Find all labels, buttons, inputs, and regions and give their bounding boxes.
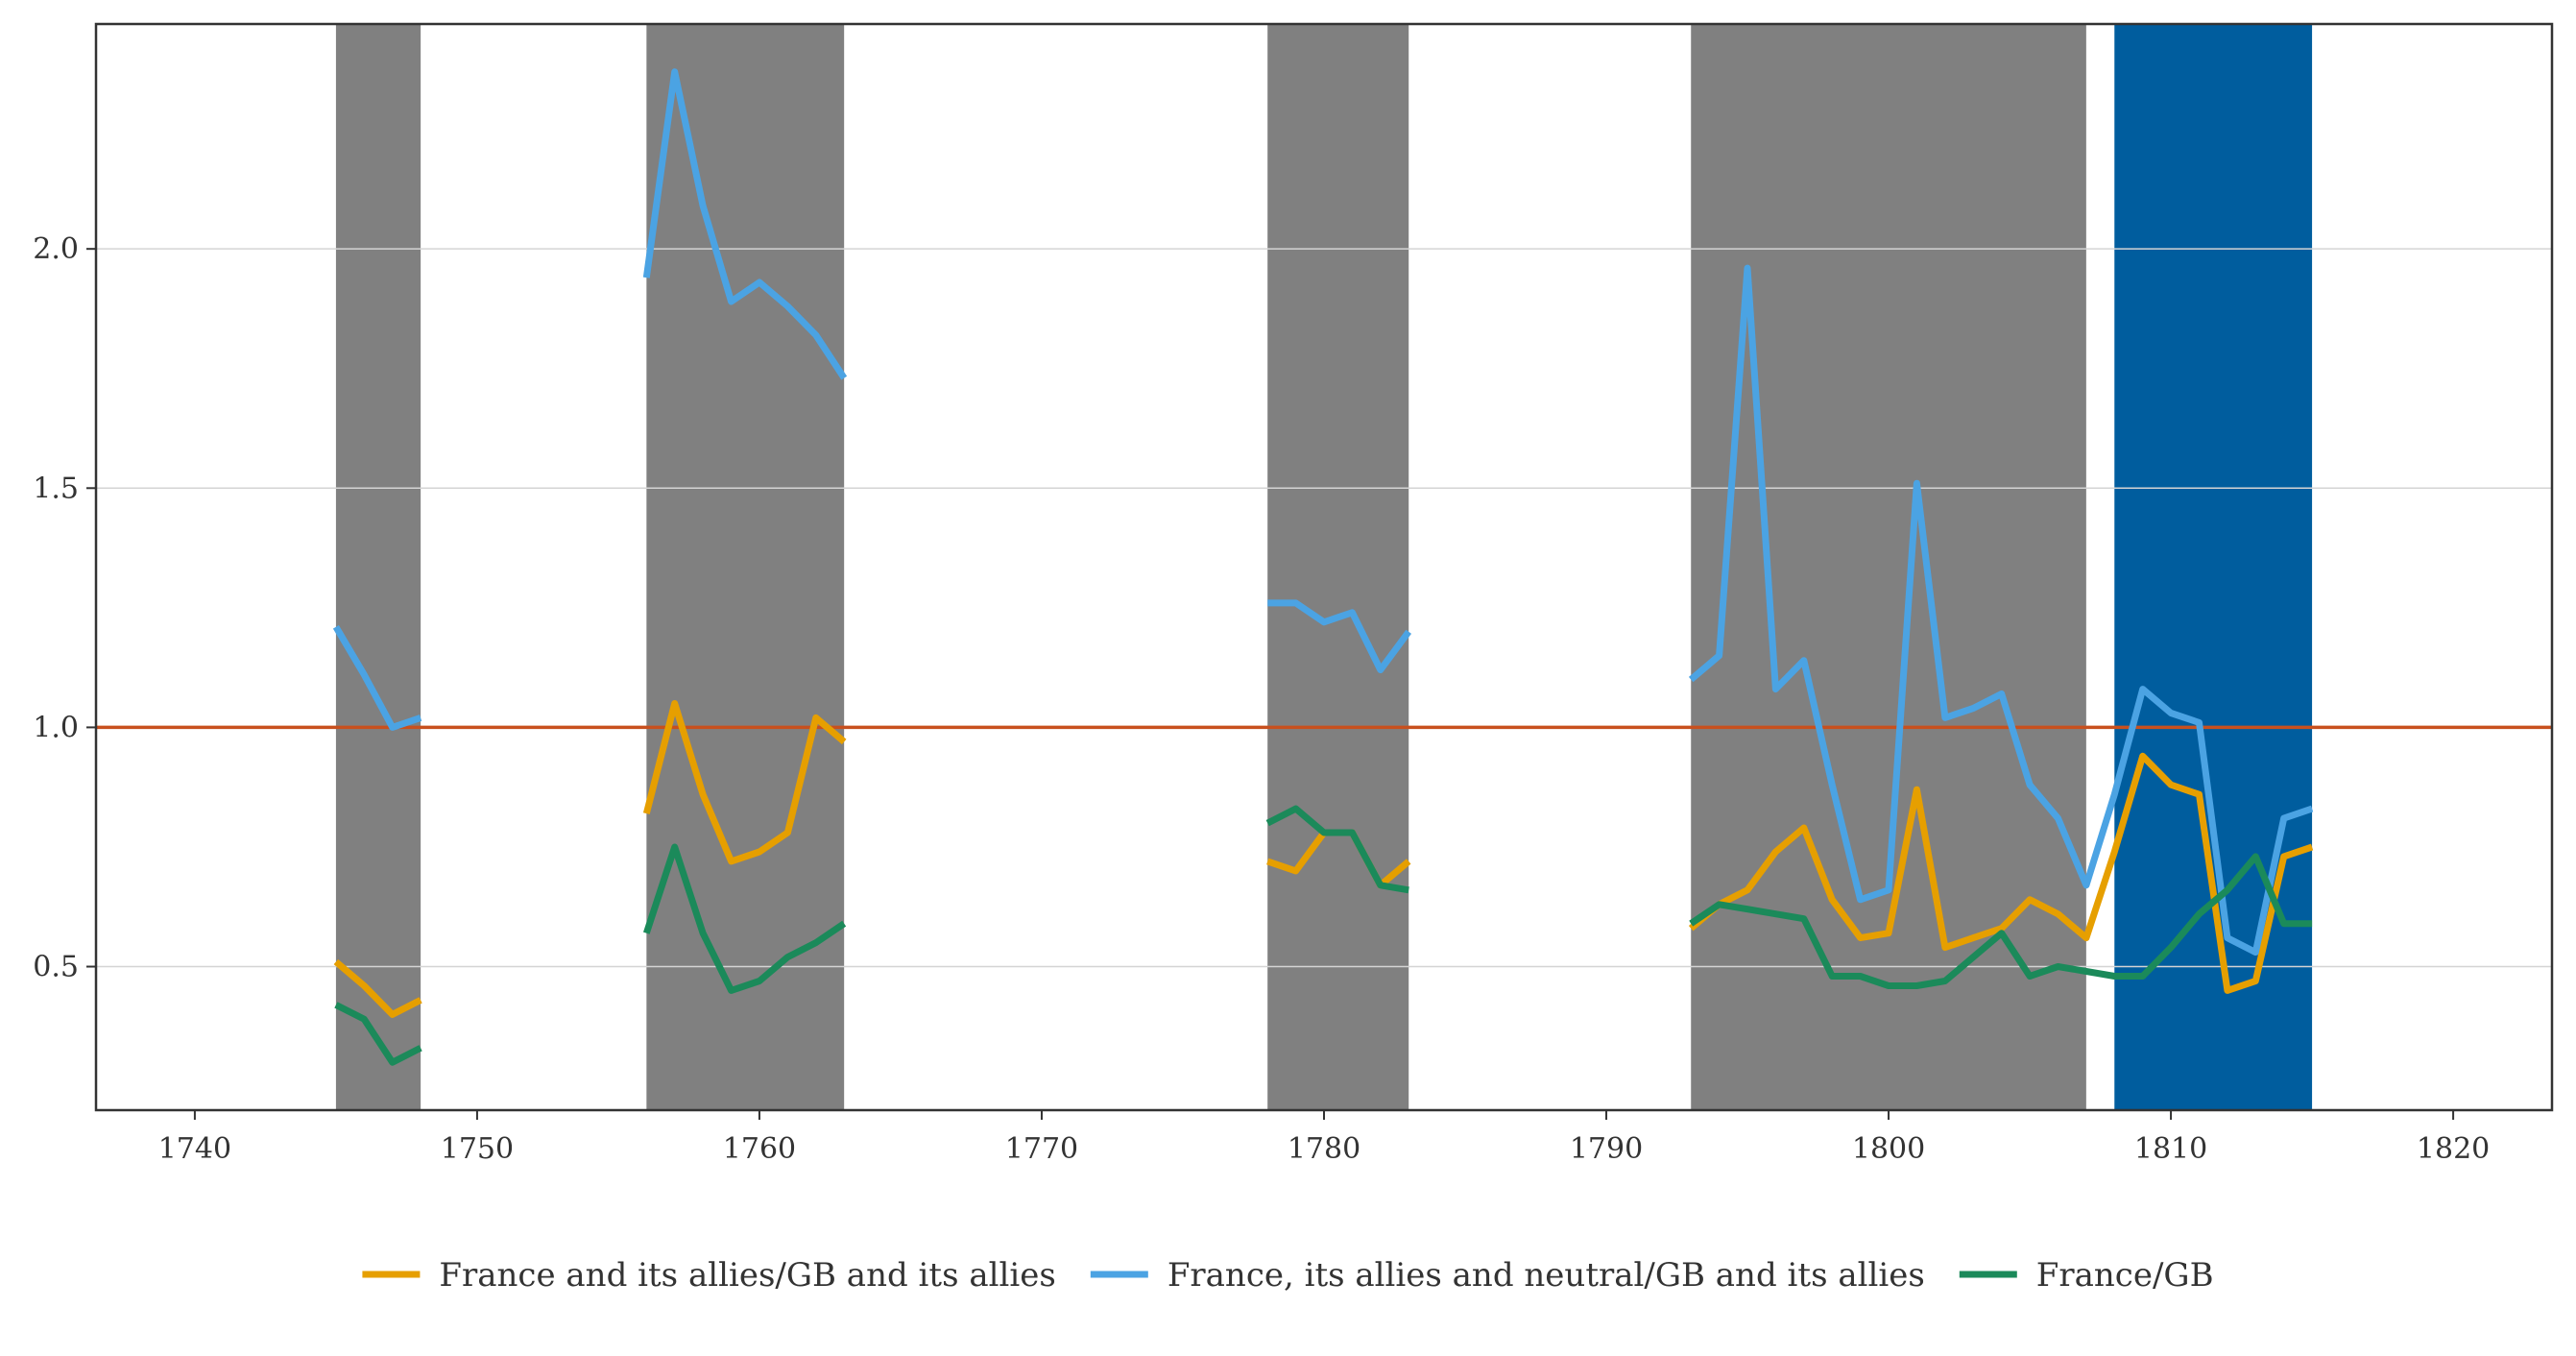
x-tick-label-5: 1790 (1570, 1132, 1643, 1166)
legend-label-1: France, its allies and neutral/GB and it… (1168, 1256, 1925, 1295)
series-1-segment-3 (1688, 264, 2314, 956)
y-tick-label-1: 1.0 (33, 711, 79, 744)
series-lines (332, 68, 2314, 1066)
y-tick-label-3: 2.0 (33, 232, 79, 266)
series-0-segment-3 (1688, 752, 2314, 994)
x-tick-label-1: 1750 (441, 1132, 514, 1166)
series-2-segment-0 (334, 1002, 422, 1066)
legend-item-0: France and its allies/GB and its allies (362, 1256, 1056, 1295)
shaded-period-3 (1691, 24, 2086, 1110)
legend-label-2: France/GB (2036, 1256, 2214, 1295)
legend-label-0: France and its allies/GB and its allies (439, 1256, 1055, 1295)
x-tick-label-8: 1820 (2417, 1132, 2490, 1166)
series-2-segment-2 (1265, 805, 1409, 894)
legend-item-2: France/GB (1959, 1256, 2214, 1295)
shaded-period-4 (2114, 24, 2313, 1110)
legend-item-1: France, its allies and neutral/GB and it… (1090, 1256, 1925, 1295)
x-tick-label-6: 1800 (1852, 1132, 1925, 1166)
axes: 1740 1750 1760 1770 1780 1790 1800 1810 1820 0.5 1… (33, 232, 2490, 1166)
series-1-segment-1 (642, 68, 848, 380)
x-tick-label-4: 1780 (1288, 1132, 1360, 1166)
y-tick-label-0: 0.5 (33, 951, 79, 984)
series-0-segment-1 (642, 700, 847, 865)
x-tick-label-0: 1740 (158, 1132, 231, 1166)
shaded-period-1 (646, 24, 845, 1110)
legend: France and its allies/GB and its allies F… (362, 1256, 2214, 1295)
series-2-segment-1 (642, 843, 847, 994)
x-tick-label-2: 1760 (723, 1132, 796, 1166)
series-2-segment-3 (1689, 853, 2313, 989)
x-tick-label-7: 1810 (2134, 1132, 2207, 1166)
series-1 (332, 68, 2314, 956)
series-1-segment-0 (332, 625, 422, 731)
series-1-segment-2 (1267, 599, 1412, 674)
series-0-segment-0 (333, 958, 422, 1018)
series-2 (334, 805, 2313, 1066)
x-tick-label-3: 1770 (1005, 1132, 1078, 1166)
shaded-period-2 (1267, 24, 1409, 1110)
shaded-period-0 (335, 24, 421, 1110)
y-tick-label-2: 1.5 (33, 472, 79, 505)
